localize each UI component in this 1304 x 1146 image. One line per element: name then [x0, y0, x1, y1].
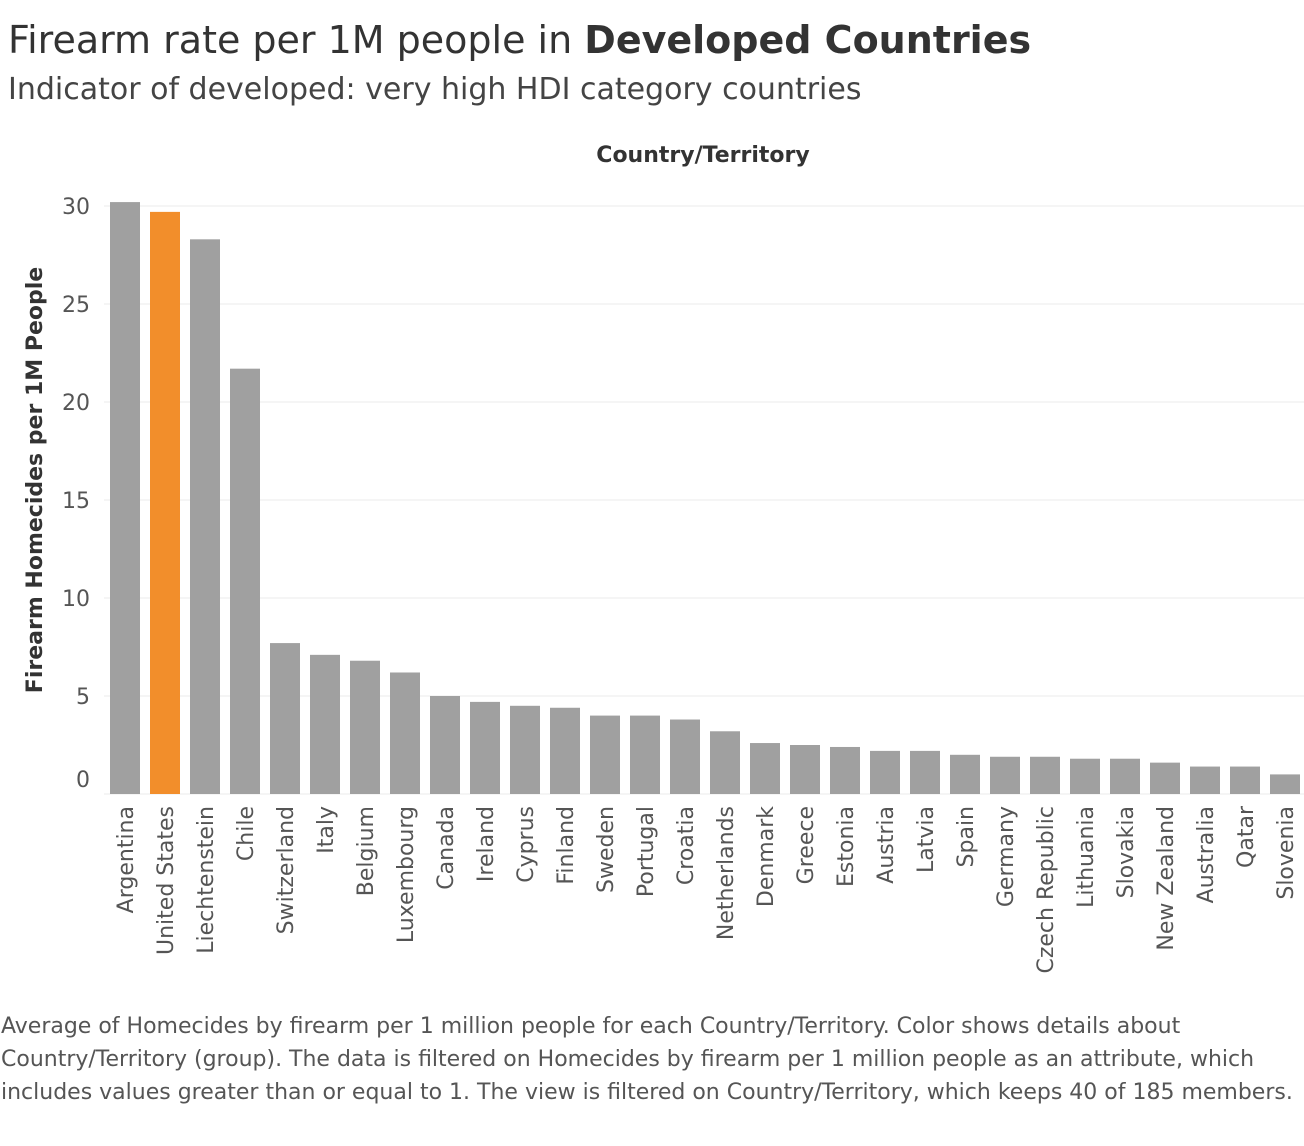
x-tick-label: Latvia: [914, 806, 939, 873]
x-tick-label: Denmark: [754, 806, 779, 907]
x-tick-label: Chile: [234, 806, 259, 861]
x-tick-label: Croatia: [674, 806, 699, 885]
x-tick-label: Slovakia: [1114, 806, 1139, 898]
x-axis-ticks: Argentina United States Liechtenstein Chile…: [114, 805, 1299, 973]
bar-estonia[interactable]: [830, 746, 860, 794]
x-tick-label: Czech Republic: [1034, 806, 1059, 974]
bar-greece[interactable]: [790, 745, 820, 794]
bar-czech-republic[interactable]: [1030, 756, 1060, 794]
x-tick-label: Sweden: [594, 806, 619, 893]
x-tick-label: Belgium: [354, 806, 379, 896]
chart-subtitle: Indicator of developed: very high HDI ca…: [8, 72, 862, 107]
y-tick-label: 25: [62, 293, 90, 318]
bar-finland[interactable]: [550, 707, 580, 794]
x-tick-label: Finland: [554, 806, 579, 885]
bar-australia[interactable]: [1190, 766, 1220, 794]
bars: [110, 202, 1300, 794]
x-tick-label: Greece: [794, 806, 819, 884]
x-tick-label: United States: [154, 806, 179, 955]
x-tick-label: Portugal: [634, 806, 659, 897]
x-tick-label: Spain: [954, 806, 979, 867]
y-tick-label: 10: [62, 587, 90, 612]
y-tick-label: 15: [62, 489, 90, 514]
x-tick-label: Lithuania: [1074, 806, 1099, 908]
y-axis-label: Firearm Homecides per 1M People: [23, 267, 48, 693]
bar-sweden[interactable]: [590, 715, 620, 794]
y-tick-label: 30: [62, 195, 90, 220]
bar-netherlands[interactable]: [710, 731, 740, 794]
x-tick-label: Austria: [874, 806, 899, 884]
bar-slovenia[interactable]: [1270, 774, 1300, 794]
x-tick-label: Netherlands: [714, 806, 739, 940]
x-tick-label: Australia: [1194, 806, 1219, 903]
bar-denmark[interactable]: [750, 743, 780, 794]
x-tick-label: Luxembourg: [394, 806, 419, 943]
bar-cyprus[interactable]: [510, 705, 540, 794]
bar-qatar[interactable]: [1230, 766, 1260, 794]
y-tick-label: 5: [76, 685, 90, 710]
x-tick-label: Qatar: [1234, 805, 1259, 868]
bar-chart: 0 5 10 15 20 25 30 Argentina United States Liech…: [23, 143, 1304, 974]
x-axis-label: Country/Territory: [596, 143, 809, 168]
bar-italy[interactable]: [310, 654, 340, 794]
bar-argentina[interactable]: [110, 202, 140, 794]
y-axis-ticks: 0 5 10 15 20 25 30: [62, 195, 90, 793]
x-tick-label: Italy: [314, 806, 339, 854]
x-tick-label: Switzerland: [274, 806, 299, 934]
bar-germany[interactable]: [990, 756, 1020, 794]
x-tick-label: New Zealand: [1154, 806, 1179, 951]
x-tick-label: Liechtenstein: [194, 806, 219, 954]
chart-caption: Average of Homecides by firearm per 1 mi…: [1, 1014, 1293, 1105]
bar-portugal[interactable]: [630, 715, 660, 794]
x-tick-label: Canada: [434, 806, 459, 890]
bar-croatia[interactable]: [670, 719, 700, 794]
bar-ireland[interactable]: [470, 701, 500, 794]
x-tick-label: Cyprus: [514, 806, 539, 883]
y-tick-label: 20: [62, 391, 90, 416]
x-tick-label: Germany: [994, 806, 1019, 907]
bar-luxembourg[interactable]: [390, 672, 420, 794]
bar-latvia[interactable]: [910, 750, 940, 794]
x-tick-label: Estonia: [834, 806, 859, 887]
bar-spain[interactable]: [950, 754, 980, 794]
bar-lithuania[interactable]: [1070, 758, 1100, 794]
bar-slovakia[interactable]: [1110, 758, 1140, 794]
bar-belgium[interactable]: [350, 660, 380, 794]
bar-new-zealand[interactable]: [1150, 762, 1180, 794]
bar-canada[interactable]: [430, 696, 460, 794]
y-tick-label: 0: [76, 768, 90, 793]
bar-united-states[interactable]: [150, 211, 180, 794]
x-tick-label: Ireland: [474, 806, 499, 882]
chart-title-prefix: Firearm rate per 1M people in: [8, 18, 585, 62]
bar-switzerland[interactable]: [270, 643, 300, 794]
bar-chile[interactable]: [230, 368, 260, 794]
x-tick-label: Slovenia: [1274, 806, 1299, 900]
bar-liechtenstein[interactable]: [190, 239, 220, 794]
chart-title: Firearm rate per 1M people in Developed …: [8, 18, 1031, 62]
x-tick-label: Argentina: [114, 806, 139, 913]
chart-title-bold: Developed Countries: [584, 18, 1032, 62]
bar-austria[interactable]: [870, 750, 900, 794]
gridlines: [104, 205, 1304, 795]
